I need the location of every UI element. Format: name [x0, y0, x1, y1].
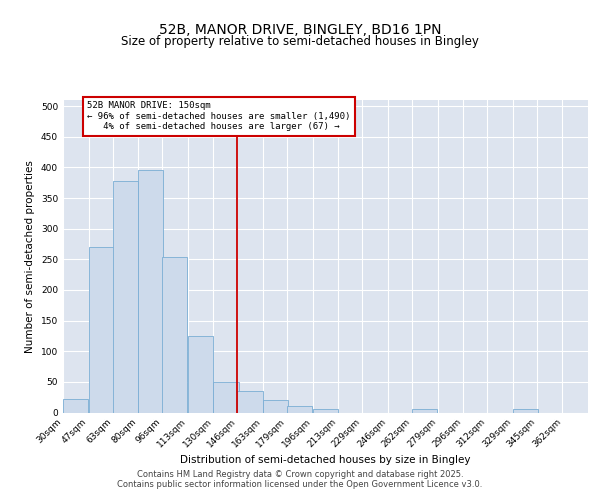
Bar	[313, 410, 338, 412]
Text: 52B, MANOR DRIVE, BINGLEY, BD16 1PN: 52B, MANOR DRIVE, BINGLEY, BD16 1PN	[159, 22, 441, 36]
Bar	[63, 399, 88, 412]
Text: Contains public sector information licensed under the Open Government Licence v3: Contains public sector information licen…	[118, 480, 482, 489]
Bar	[162, 258, 187, 412]
Text: Size of property relative to semi-detached houses in Bingley: Size of property relative to semi-detach…	[121, 35, 479, 48]
Bar	[287, 406, 312, 412]
Bar	[263, 400, 288, 412]
Bar	[89, 247, 113, 412]
Bar	[513, 410, 538, 412]
Bar	[138, 170, 163, 412]
Y-axis label: Number of semi-detached properties: Number of semi-detached properties	[25, 160, 35, 352]
X-axis label: Distribution of semi-detached houses by size in Bingley: Distribution of semi-detached houses by …	[180, 455, 471, 465]
Bar	[214, 382, 239, 412]
Bar	[188, 336, 213, 412]
Bar	[113, 181, 138, 412]
Text: 52B MANOR DRIVE: 150sqm
← 96% of semi-detached houses are smaller (1,490)
   4% : 52B MANOR DRIVE: 150sqm ← 96% of semi-de…	[87, 101, 350, 131]
Bar	[238, 391, 263, 412]
Text: Contains HM Land Registry data © Crown copyright and database right 2025.: Contains HM Land Registry data © Crown c…	[137, 470, 463, 479]
Bar	[412, 410, 437, 412]
